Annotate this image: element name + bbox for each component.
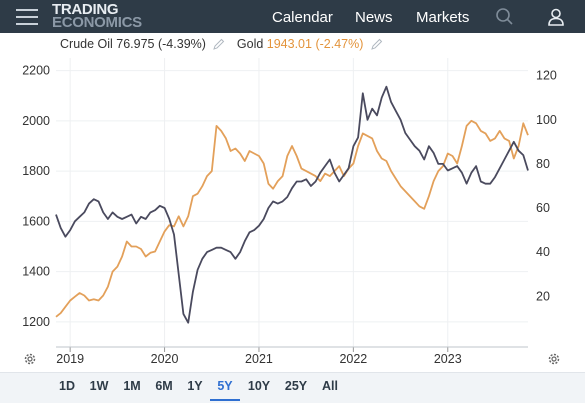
range-selector-bar: 1D 1W 1M 6M 1Y 5Y 10Y 25Y All <box>0 372 585 403</box>
right-axis-tick-label: 20 <box>536 289 550 303</box>
range-6m-button[interactable]: 6M <box>155 379 173 393</box>
left-axis-tick-label: 2200 <box>22 64 50 78</box>
left-axis-tick-label: 2000 <box>22 114 50 128</box>
range-10y-button[interactable]: 10Y <box>247 379 271 393</box>
range-1d-button[interactable]: 1D <box>59 379 75 393</box>
hamburger-menu-icon[interactable] <box>16 8 38 25</box>
range-all-button[interactable]: All <box>322 379 338 393</box>
range-5y-button[interactable]: 5Y <box>210 379 240 401</box>
gear-icon[interactable] <box>23 352 37 366</box>
x-axis-tick-label: 2022 <box>339 352 367 366</box>
right-axis-tick-label: 100 <box>536 113 557 127</box>
x-axis-tick-label: 2019 <box>56 352 84 366</box>
left-axis-tick-label: 1200 <box>22 315 50 329</box>
left-axis-tick-label: 1600 <box>22 214 50 228</box>
site-logo[interactable]: TRADING ECONOMICS <box>52 1 142 31</box>
legend-gold-value: 1943.01 (-2.47%) <box>266 37 364 51</box>
logo-line-1: TRADING <box>52 1 119 18</box>
right-axis-tick-label: 80 <box>536 157 550 171</box>
left-axis-tick-label: 1800 <box>22 164 50 178</box>
gold-series-line <box>55 119 529 318</box>
range-1y-button[interactable]: 1Y <box>187 379 203 393</box>
range-1w-button[interactable]: 1W <box>89 379 109 393</box>
nav-news[interactable]: News <box>355 9 393 26</box>
nav-markets[interactable]: Markets <box>416 9 470 26</box>
right-axis-tick-label: 120 <box>536 69 557 83</box>
logo-line-2: ECONOMICS <box>52 14 142 31</box>
x-axis-tick-label: 2023 <box>434 352 462 366</box>
gear-icon[interactable] <box>547 352 561 366</box>
left-axis-tick-label: 1400 <box>22 265 50 279</box>
crude-oil-series-line <box>55 85 529 324</box>
nav-calendar[interactable]: Calendar <box>272 9 333 26</box>
x-axis-tick-label: 2021 <box>245 352 273 366</box>
pencil-icon[interactable] <box>213 38 225 50</box>
range-25y-button[interactable]: 25Y <box>284 379 308 393</box>
legend-oil-name: Crude Oil <box>60 37 113 51</box>
legend-gold-name: Gold <box>236 37 264 51</box>
right-axis-tick-label: 60 <box>536 201 550 215</box>
user-icon[interactable] <box>546 7 566 27</box>
search-icon[interactable] <box>495 7 515 27</box>
top-navigation-bar: TRADING ECONOMICS Calendar News Markets <box>0 0 585 33</box>
right-axis-tick-label: 40 <box>536 245 550 259</box>
x-axis-tick-label: 2020 <box>151 352 179 366</box>
chart-legend: Crude Oil 76.975 (-4.39%) Gold 1943.01 (… <box>60 37 391 51</box>
pencil-icon[interactable] <box>371 38 383 50</box>
legend-oil-value: 76.975 (-4.39%) <box>116 37 206 51</box>
range-1m-button[interactable]: 1M <box>123 379 141 393</box>
price-chart[interactable]: 2200200018001600140012001201008060402020… <box>0 0 585 372</box>
